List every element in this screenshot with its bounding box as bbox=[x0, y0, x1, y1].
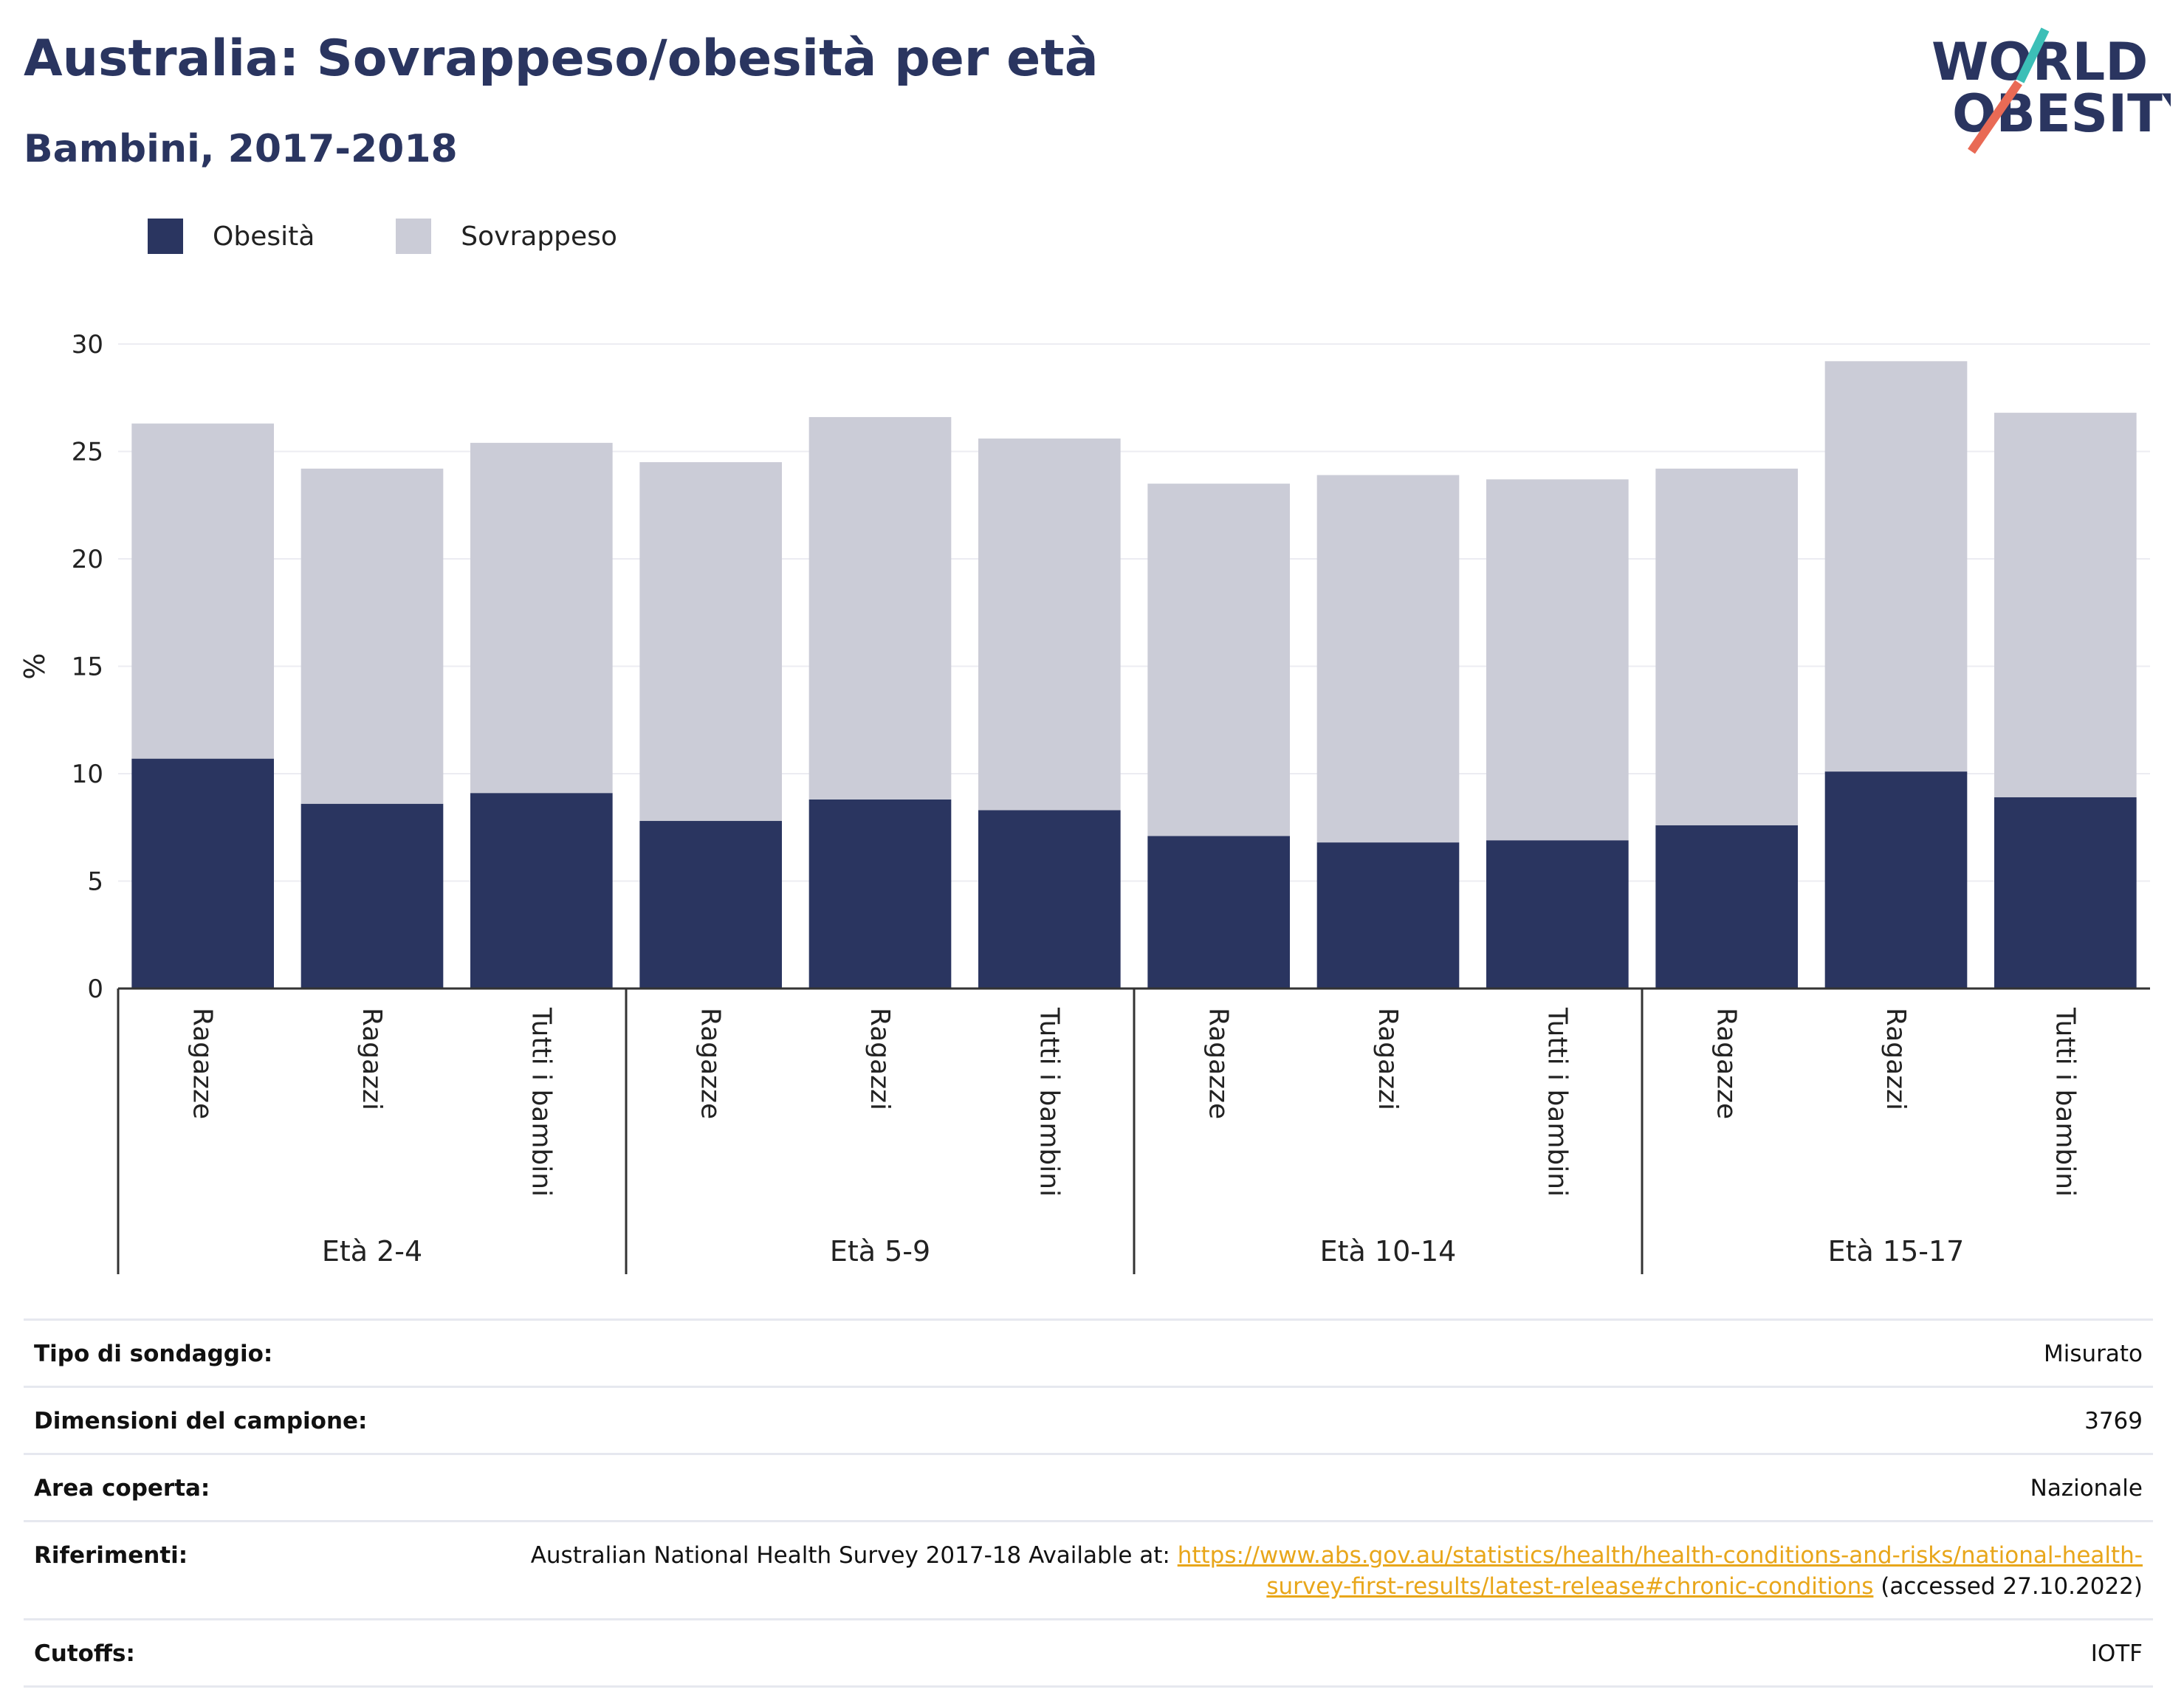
legend-label-obesity: Obesità bbox=[213, 221, 315, 252]
x-category-label: Ragazze bbox=[1711, 1008, 1742, 1119]
bar-obesity bbox=[978, 810, 1121, 989]
survey-info-table: Tipo di sondaggio: Misurato Dimensioni d… bbox=[24, 1318, 2153, 1688]
bar-obesity bbox=[1994, 797, 2137, 989]
bar-obesity bbox=[1316, 842, 1460, 989]
references-link[interactable]: https://www.abs.gov.au/statistics/health… bbox=[1177, 1542, 2143, 1600]
area-value: Nazionale bbox=[2030, 1475, 2143, 1502]
bar-overweight bbox=[978, 439, 1121, 811]
sample-size-label: Dimensioni del campione: bbox=[34, 1408, 368, 1434]
x-category-label: Ragazzi bbox=[1373, 1008, 1403, 1110]
x-group-label: Età 15-17 bbox=[1828, 1235, 1965, 1268]
x-category-label: Tutti i bambini bbox=[526, 1007, 556, 1197]
x-category-label: Tutti i bambini bbox=[1034, 1007, 1064, 1197]
bar-overweight bbox=[1316, 475, 1460, 843]
x-category-label: Ragazzi bbox=[865, 1008, 895, 1110]
info-row-survey-type: Tipo di sondaggio: Misurato bbox=[24, 1318, 2153, 1386]
legend-label-overweight: Sovrappeso bbox=[461, 221, 617, 252]
x-category-label: Ragazze bbox=[188, 1008, 218, 1119]
bar-obesity bbox=[301, 803, 444, 989]
legend-swatch-obesity bbox=[148, 219, 183, 254]
info-row-references: Riferimenti: Australian National Health … bbox=[24, 1520, 2153, 1618]
y-tick-label: 10 bbox=[72, 760, 103, 789]
bar-overweight bbox=[470, 442, 613, 794]
logo-slash-coral bbox=[1968, 80, 2022, 154]
bar-overweight bbox=[1147, 484, 1290, 836]
bar-obesity bbox=[808, 799, 952, 989]
bar-overweight bbox=[301, 468, 444, 804]
bar-overweight bbox=[1655, 468, 1798, 825]
page-title: Australia: Sovrappeso/obesità per età bbox=[24, 30, 1099, 88]
cutoffs-label: Cutoffs: bbox=[34, 1640, 135, 1667]
info-row-area: Area coperta: Nazionale bbox=[24, 1453, 2153, 1520]
y-tick-label: 30 bbox=[72, 330, 103, 360]
bar-overweight bbox=[1486, 479, 1629, 841]
x-category-label: Ragazzi bbox=[357, 1008, 387, 1110]
x-category-label: Ragazze bbox=[1203, 1008, 1234, 1119]
logo-slash-teal bbox=[2016, 27, 2050, 83]
x-group-label: Età 10-14 bbox=[1320, 1235, 1457, 1268]
info-row-cutoffs: Cutoffs: IOTF bbox=[24, 1618, 2153, 1688]
x-group-label: Età 2-4 bbox=[322, 1235, 422, 1268]
y-tick-label: 20 bbox=[72, 545, 103, 574]
x-category-label: Ragazzi bbox=[1881, 1008, 1911, 1110]
bar-overweight bbox=[1824, 361, 1968, 772]
y-axis-label: % bbox=[18, 653, 51, 679]
sample-size-value: 3769 bbox=[2084, 1408, 2143, 1434]
world-obesity-logo: WORLD OBESITY bbox=[1931, 27, 2171, 154]
references-suffix: (accessed 27.10.2022) bbox=[1873, 1573, 2143, 1600]
survey-type-value: Misurato bbox=[2043, 1341, 2143, 1367]
legend-item-overweight[interactable]: Sovrappeso bbox=[396, 219, 617, 254]
references-value: Australian National Health Survey 2017-1… bbox=[518, 1540, 2143, 1602]
x-category-label: Tutti i bambini bbox=[2050, 1007, 2080, 1197]
page-subtitle: Bambini, 2017-2018 bbox=[24, 127, 458, 171]
bar-obesity bbox=[131, 758, 274, 989]
cutoffs-value: IOTF bbox=[2090, 1640, 2143, 1667]
legend-item-obesity[interactable]: Obesità bbox=[148, 219, 315, 254]
y-tick-label: 15 bbox=[72, 653, 103, 682]
chart-legend: Obesità Sovrappeso bbox=[148, 219, 684, 254]
bar-overweight bbox=[639, 462, 782, 822]
bar-obesity bbox=[1147, 836, 1290, 989]
stacked-bar-chart: 0 5 10 15 20 25 30% Ragazze Ragazzi Tutti i bambi… bbox=[18, 330, 2150, 1274]
x-category-label: Ragazze bbox=[696, 1008, 726, 1119]
survey-type-label: Tipo di sondaggio: bbox=[34, 1341, 273, 1367]
y-tick-label: 0 bbox=[87, 974, 103, 1004]
legend-swatch-overweight bbox=[396, 219, 432, 254]
bar-obesity bbox=[639, 821, 782, 989]
bar-overweight bbox=[131, 423, 274, 759]
y-tick-label: 5 bbox=[87, 867, 103, 897]
bar-obesity bbox=[1486, 840, 1629, 989]
references-label: Riferimenti: bbox=[34, 1542, 188, 1569]
bar-obesity bbox=[470, 793, 613, 989]
area-label: Area coperta: bbox=[34, 1475, 210, 1502]
bar-obesity bbox=[1824, 771, 1968, 989]
bar-obesity bbox=[1655, 825, 1798, 989]
bar-overweight bbox=[1994, 413, 2137, 798]
x-category-label: Tutti i bambini bbox=[1542, 1007, 1572, 1197]
x-group-label: Età 5-9 bbox=[830, 1235, 930, 1268]
y-tick-label: 25 bbox=[72, 438, 103, 467]
info-row-sample-size: Dimensioni del campione: 3769 bbox=[24, 1386, 2153, 1453]
references-text: Australian National Health Survey 2017-1… bbox=[530, 1542, 1178, 1569]
bar-overweight bbox=[808, 416, 952, 800]
